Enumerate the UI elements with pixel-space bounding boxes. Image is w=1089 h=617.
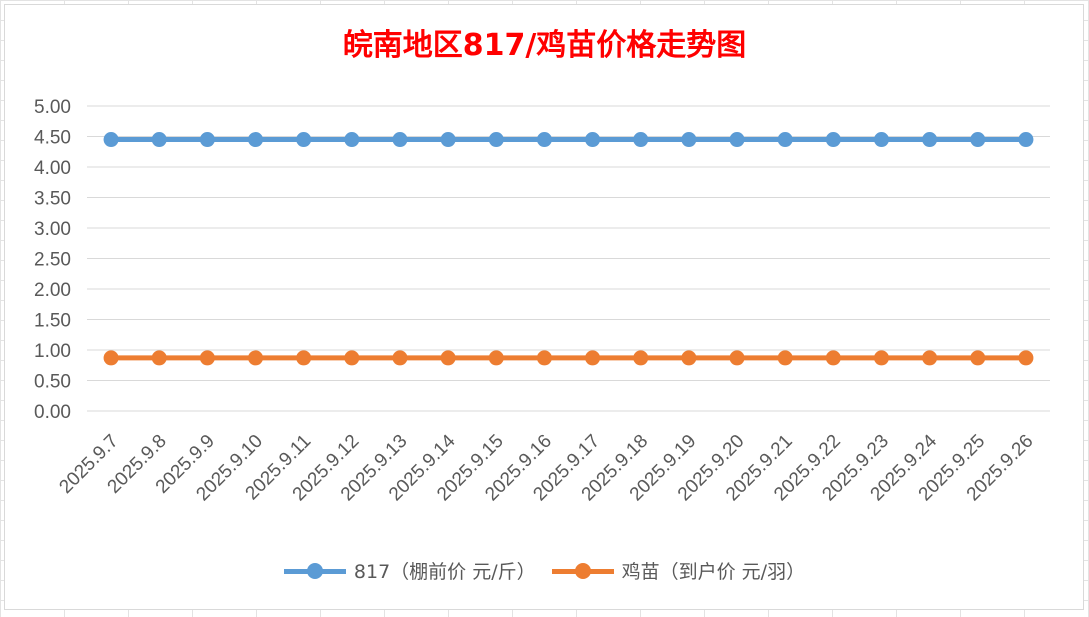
data-point-1 xyxy=(536,350,552,366)
data-point-0 xyxy=(199,132,215,148)
chart-frame[interactable] xyxy=(4,4,1084,610)
data-point-0 xyxy=(681,132,697,148)
data-point-1 xyxy=(199,350,215,366)
data-point-1 xyxy=(440,350,456,366)
legend-item-817[interactable]: 817（棚前价 元/斤） xyxy=(283,557,536,584)
data-point-1 xyxy=(296,350,312,366)
data-point-0 xyxy=(536,132,552,148)
legend-item-chick[interactable]: 鸡苗（到户价 元/羽） xyxy=(551,557,806,584)
data-point-0 xyxy=(777,132,793,148)
data-point-1 xyxy=(151,350,167,366)
data-point-1 xyxy=(488,350,504,366)
data-point-0 xyxy=(825,132,841,148)
y-tick-label: 0.00 xyxy=(34,402,71,423)
data-point-0 xyxy=(488,132,504,148)
y-tick-label: 4.00 xyxy=(34,158,71,179)
data-point-0 xyxy=(633,132,649,148)
data-point-0 xyxy=(151,132,167,148)
data-point-0 xyxy=(970,132,986,148)
data-point-0 xyxy=(729,132,745,148)
data-point-1 xyxy=(825,350,841,366)
chart-title: 皖南地区817/鸡苗价格走势图 xyxy=(342,28,747,63)
data-point-1 xyxy=(585,350,601,366)
data-point-0 xyxy=(585,132,601,148)
data-point-0 xyxy=(922,132,938,148)
legend: 817（棚前价 元/斤） 鸡苗（到户价 元/羽） xyxy=(0,557,1089,584)
y-tick-label: 1.50 xyxy=(34,311,71,332)
data-point-0 xyxy=(440,132,456,148)
y-tick-label: 5.00 xyxy=(34,97,71,118)
data-point-1 xyxy=(392,350,408,366)
data-point-1 xyxy=(248,350,264,366)
legend-swatch-817 xyxy=(283,561,346,581)
data-point-1 xyxy=(970,350,986,366)
legend-label-chick: 鸡苗（到户价 元/羽） xyxy=(621,561,806,583)
data-point-1 xyxy=(777,350,793,366)
data-point-0 xyxy=(392,132,408,148)
data-point-0 xyxy=(248,132,264,148)
data-point-1 xyxy=(633,350,649,366)
data-point-1 xyxy=(729,350,745,366)
data-point-1 xyxy=(344,350,360,366)
legend-swatch-chick xyxy=(551,561,614,581)
y-tick-label: 2.50 xyxy=(34,250,71,271)
data-point-1 xyxy=(681,350,697,366)
y-tick-label: 1.00 xyxy=(34,341,71,362)
data-point-1 xyxy=(1018,350,1034,366)
y-tick-label: 3.00 xyxy=(34,219,71,240)
y-tick-label: 0.50 xyxy=(34,372,71,393)
data-point-0 xyxy=(1018,132,1034,148)
legend-label-817: 817（棚前价 元/斤） xyxy=(353,561,536,583)
data-point-0 xyxy=(344,132,360,148)
data-point-0 xyxy=(103,132,119,148)
y-tick-label: 4.50 xyxy=(34,128,71,149)
data-point-1 xyxy=(103,350,119,366)
data-point-0 xyxy=(296,132,312,148)
data-point-1 xyxy=(873,350,889,366)
y-tick-label: 3.50 xyxy=(34,189,71,210)
data-point-1 xyxy=(922,350,938,366)
y-tick-label: 2.00 xyxy=(34,280,71,301)
data-point-0 xyxy=(873,132,889,148)
